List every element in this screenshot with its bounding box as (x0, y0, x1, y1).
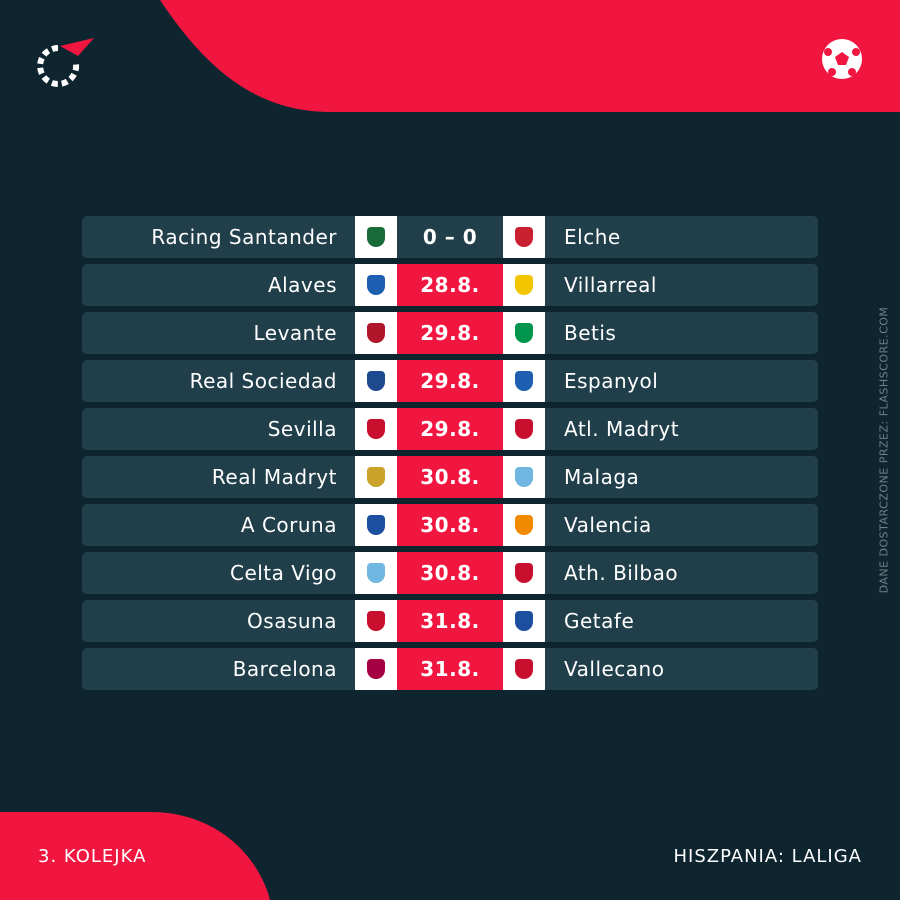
score-or-date: 0 – 0 (397, 216, 503, 258)
home-team: Real Madryt (82, 456, 355, 498)
score-or-date: 31.8. (397, 648, 503, 690)
away-logo (503, 264, 545, 306)
top-band (160, 0, 900, 112)
home-logo (355, 264, 397, 306)
credit: DANE DOSTARCZONE PRZEZ: FLASHSCORE.COM (877, 306, 891, 594)
crest (367, 563, 385, 583)
home-team: Real Sociedad (82, 360, 355, 402)
crest (515, 227, 533, 247)
home-logo (355, 456, 397, 498)
score-or-date: 28.8. (397, 264, 503, 306)
home-logo (355, 312, 397, 354)
match-row: Alaves 28.8. Villarreal (82, 264, 818, 306)
home-logo (355, 552, 397, 594)
home-logo (355, 216, 397, 258)
home-logo (355, 648, 397, 690)
match-row: Barcelona 31.8. Vallecano (82, 648, 818, 690)
home-team: A Coruna (82, 504, 355, 546)
match-row: Real Madryt 30.8. Malaga (82, 456, 818, 498)
score-or-date: 30.8. (397, 552, 503, 594)
match-row: Sevilla 29.8. Atl. Madryt (82, 408, 818, 450)
home-team: Sevilla (82, 408, 355, 450)
match-row: Real Sociedad 29.8. Espanyol (82, 360, 818, 402)
bottom-band (0, 812, 270, 900)
away-team: Betis (545, 312, 818, 354)
home-team: Celta Vigo (82, 552, 355, 594)
away-logo (503, 312, 545, 354)
score-or-date: 29.8. (397, 360, 503, 402)
round-label: 3. KOLEJKA (38, 846, 147, 867)
football-icon (822, 39, 862, 79)
away-team: Villarreal (545, 264, 818, 306)
crest (367, 659, 385, 679)
home-team: Racing Santander (82, 216, 355, 258)
away-logo (503, 360, 545, 402)
match-row: Levante 29.8. Betis (82, 312, 818, 354)
away-team: Valencia (545, 504, 818, 546)
crest (367, 275, 385, 295)
home-logo (355, 408, 397, 450)
crest (367, 611, 385, 631)
away-logo (503, 648, 545, 690)
away-logo (503, 504, 545, 546)
league-label: HISZPANIA: LALIGA (673, 846, 862, 867)
home-team: Alaves (82, 264, 355, 306)
away-team: Ath. Bilbao (545, 552, 818, 594)
score-or-date: 29.8. (397, 408, 503, 450)
score-or-date: 31.8. (397, 600, 503, 642)
crest (367, 515, 385, 535)
away-team: Vallecano (545, 648, 818, 690)
crest (515, 611, 533, 631)
score-or-date: 30.8. (397, 504, 503, 546)
crest (367, 371, 385, 391)
home-team: Osasuna (82, 600, 355, 642)
away-logo (503, 552, 545, 594)
match-row: Racing Santander 0 – 0 Elche (82, 216, 818, 258)
home-team: Levante (82, 312, 355, 354)
crest (515, 323, 533, 343)
crest (367, 467, 385, 487)
brand-logo (37, 38, 94, 87)
away-team: Getafe (545, 600, 818, 642)
away-logo (503, 456, 545, 498)
away-team: Espanyol (545, 360, 818, 402)
match-row: Celta Vigo 30.8. Ath. Bilbao (82, 552, 818, 594)
away-team: Atl. Madryt (545, 408, 818, 450)
home-logo (355, 504, 397, 546)
away-logo (503, 408, 545, 450)
crest (515, 275, 533, 295)
score-or-date: 29.8. (397, 312, 503, 354)
away-logo (503, 600, 545, 642)
match-row: A Coruna 30.8. Valencia (82, 504, 818, 546)
crest (367, 419, 385, 439)
match-row: Osasuna 31.8. Getafe (82, 600, 818, 642)
home-logo (355, 360, 397, 402)
crest (515, 515, 533, 535)
crest (515, 563, 533, 583)
away-team: Malaga (545, 456, 818, 498)
crest (515, 419, 533, 439)
home-logo (355, 600, 397, 642)
crest (515, 371, 533, 391)
score-or-date: 30.8. (397, 456, 503, 498)
away-logo (503, 216, 545, 258)
crest (367, 323, 385, 343)
crest (515, 467, 533, 487)
crest (515, 659, 533, 679)
away-team: Elche (545, 216, 818, 258)
home-team: Barcelona (82, 648, 355, 690)
crest (367, 227, 385, 247)
